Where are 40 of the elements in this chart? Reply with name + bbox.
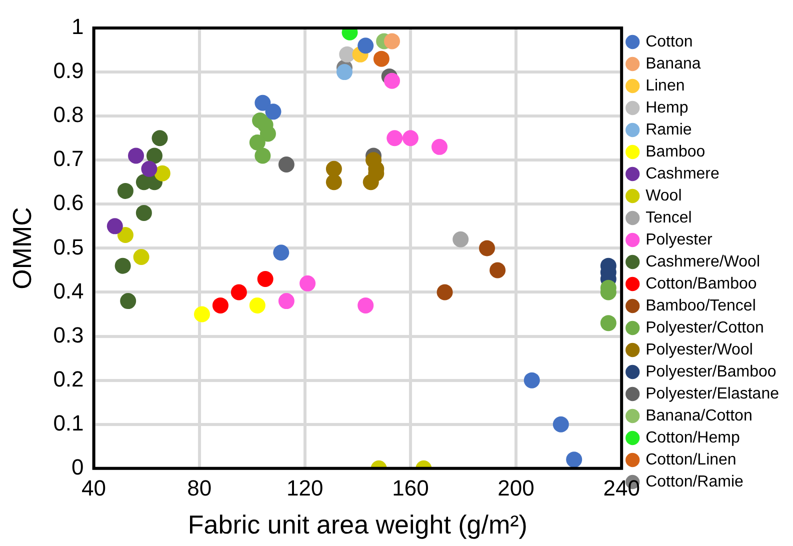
x-tick-label: 80 [187, 476, 212, 501]
y-tick-label: 0.2 [53, 366, 84, 392]
legend-label: Tencel [646, 209, 692, 226]
y-tick-label: 0.9 [53, 58, 84, 84]
legend-label: Cotton [646, 33, 693, 50]
y-tick-label: 0.6 [53, 190, 84, 216]
y-tick-label: 0.8 [53, 102, 84, 128]
legend-label: Polyester/Cotton [646, 319, 764, 336]
x-tick-label: 40 [82, 476, 106, 501]
x-tick-label: 160 [392, 476, 429, 501]
legend-label: Banana/Cotton [646, 407, 752, 424]
legend-label: Bamboo/Tencel [646, 297, 756, 314]
y-tick-label: 0.5 [53, 234, 84, 260]
legend-label: Cashmere [646, 165, 720, 182]
legend-label: Hemp [646, 99, 688, 116]
y-axis-title: OMMC [6, 207, 37, 290]
legend-label: Cashmere/Wool [646, 253, 760, 270]
x-tick-label: 120 [286, 476, 324, 501]
legend-label: Polyester/Bamboo [646, 363, 776, 380]
legend-label: Polyester/Elastane [646, 385, 780, 402]
y-tick-label: 0.4 [53, 278, 84, 304]
y-tick-label: 1 [72, 14, 84, 40]
legend-label: Cotton/Ramie [646, 473, 744, 490]
x-axis-title: Fabric unit area weight (g/m²) [188, 510, 528, 540]
legend-label: Ramie [646, 121, 692, 138]
y-tick-label: 0.1 [53, 410, 84, 436]
legend-label: Cotton/Linen [646, 451, 736, 468]
legend-label: Polyester [646, 231, 713, 248]
legend-label: Bamboo [646, 143, 706, 160]
x-tick-label: 240 [603, 476, 640, 501]
legend-label: Banana [646, 55, 701, 72]
x-tick-label: 200 [498, 476, 534, 501]
y-tick-label: 0.3 [53, 322, 84, 348]
legend-label: Linen [646, 77, 685, 94]
y-tick-label: 0.7 [53, 146, 84, 172]
legend-label: Cotton/Hemp [646, 429, 740, 446]
legend-label: Cotton/Bamboo [646, 275, 757, 292]
legend-label: Wool [646, 187, 682, 204]
y-tick-label: 0 [72, 454, 84, 480]
legend-label: Polyester/Wool [646, 341, 753, 358]
